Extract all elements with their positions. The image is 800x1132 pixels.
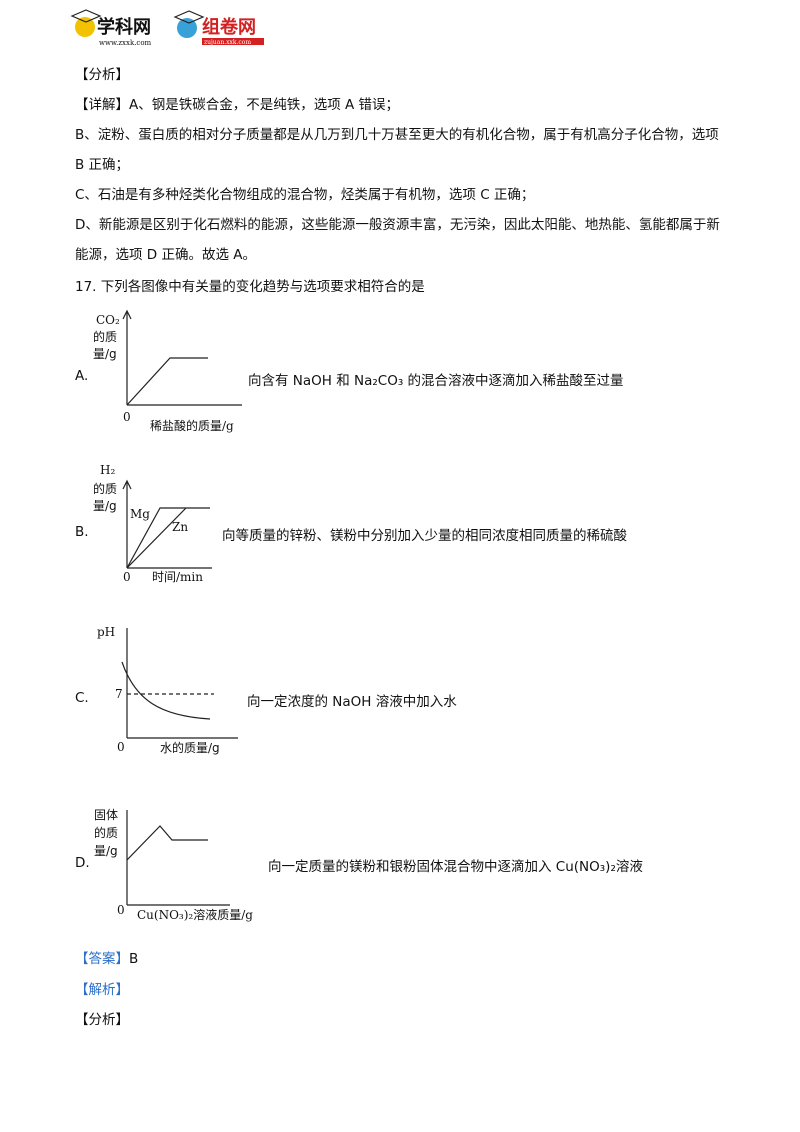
y-label: 的质 — [94, 825, 118, 840]
y-label: H₂ — [100, 463, 115, 477]
origin: 0 — [123, 410, 131, 424]
curve — [121, 661, 211, 720]
question-number: 17. — [75, 279, 97, 295]
explanation: 【分析】 【详解】A、钢是铁碳合金，不是纯铁，选项 A 错误； B、淀粉、蛋白质… — [75, 60, 725, 270]
option-text: 向等质量的锌粉、镁粉中分别加入少量的相同浓度相同质量的稀硫酸 — [222, 528, 627, 544]
logo-url: zujuan.xxk.com — [204, 39, 251, 46]
y-label: pH — [97, 625, 115, 639]
curve — [126, 357, 208, 406]
paragraph: D、新能源是区别于化石燃料的能源，这些能源一般资源丰富，无污染，因此太阳能、地热… — [75, 217, 720, 263]
x-label: 水的质量/g — [160, 740, 220, 755]
line-label: Zn — [172, 520, 188, 534]
logo-cap — [70, 9, 102, 23]
y-label: 的质 — [93, 481, 117, 496]
answer-value: B — [129, 951, 139, 967]
y-label: 量/g — [93, 347, 117, 361]
analysis-tag: 【解析】 — [75, 982, 129, 998]
y-label: 的质 — [93, 329, 117, 344]
arrow — [122, 479, 132, 490]
paragraph: 【分析】 — [75, 67, 129, 83]
question-stem: 下列各图像中有关量的变化趋势与选项要求相符合的是 — [100, 279, 425, 295]
option-text: 向一定浓度的 NaOH 溶液中加入水 — [247, 694, 457, 710]
logo-icon — [177, 18, 197, 38]
answer: 【答案】B — [75, 947, 138, 967]
analysis-sub: 【分析】 — [75, 1012, 129, 1028]
option-label: D. — [75, 855, 90, 871]
logo-text: 学科网 — [97, 16, 151, 38]
curve — [126, 507, 187, 569]
paragraph: B、淀粉、蛋白质的相对分子质量都是从几万到几十万甚至更大的有机化合物，属于有机高… — [75, 127, 719, 173]
curve — [126, 507, 210, 569]
logo-url: www.zxxk.com — [99, 39, 152, 47]
option-text: 向含有 NaOH 和 Na₂CO₃ 的混合溶液中逐滴加入稀盐酸至过量 — [248, 373, 624, 389]
y-label: 固体 — [94, 808, 118, 822]
paragraph: C、石油是有多种烃类化合物组成的混合物，烃类属于有机物，选项 C 正确； — [75, 187, 535, 203]
origin: 0 — [123, 570, 131, 584]
x-label: Cu(NO₃)₂溶液质量/g — [137, 907, 253, 922]
line-label: Mg — [130, 507, 150, 521]
origin: 0 — [117, 740, 125, 754]
logo-text: 组卷网 — [202, 16, 256, 38]
y-label: CO₂ — [96, 313, 120, 327]
y-label: 量/g — [94, 844, 118, 858]
logo-cap — [173, 10, 205, 24]
x-label: 时间/min — [152, 570, 203, 584]
question: 17. 下列各图像中有关量的变化趋势与选项要求相符合的是 — [75, 275, 425, 295]
option-text: 向一定质量的镁粉和银粉固体混合物中逐滴加入 Cu(NO₃)₂溶液 — [268, 859, 643, 875]
x-label: 稀盐酸的质量/g — [150, 418, 234, 433]
paragraph: 【详解】A、钢是铁碳合金，不是纯铁，选项 A 错误； — [75, 97, 400, 113]
curve — [126, 825, 208, 861]
origin: 0 — [117, 903, 125, 917]
y-label: 量/g — [93, 499, 117, 513]
reference-label: 7 — [115, 687, 123, 701]
logo-icon — [75, 17, 95, 37]
answer-tag: 【答案】 — [75, 951, 129, 967]
option-label: A. — [75, 368, 89, 384]
option-label: B. — [75, 524, 89, 540]
option-label: C. — [75, 690, 89, 706]
arrow — [122, 309, 132, 320]
logo-bar — [202, 38, 264, 45]
